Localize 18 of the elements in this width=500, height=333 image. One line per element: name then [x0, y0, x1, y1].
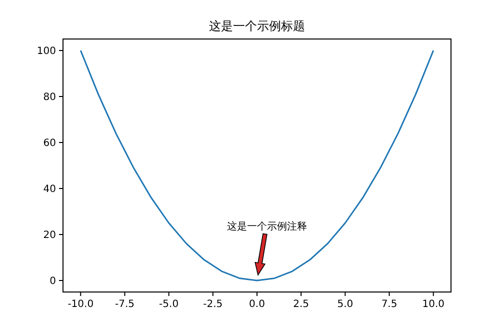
y-tick-label: 40 — [43, 184, 56, 195]
x-tick-label: -5.0 — [159, 299, 179, 310]
x-tick-label: 10.0 — [422, 299, 444, 310]
x-tick-label: 2.5 — [293, 299, 310, 310]
line-series — [80, 50, 434, 282]
x-tick-label: -7.5 — [114, 299, 134, 310]
y-tick-label: 0 — [50, 276, 56, 287]
y-tick-label: 80 — [43, 92, 56, 103]
x-tick-label: -2.5 — [203, 299, 223, 310]
y-tick-label: 60 — [43, 138, 56, 149]
x-tick-label: -10.0 — [68, 299, 94, 310]
x-tick-label: 7.5 — [381, 299, 398, 310]
x-tick-label: 0.0 — [249, 299, 265, 310]
chart-title: 这是一个示例标题 — [209, 19, 305, 33]
y-tick-label: 100 — [36, 46, 56, 57]
x-tick-label: 5.0 — [337, 299, 354, 310]
annotation: 这是一个示例注释 — [227, 220, 307, 232]
y-tick-label: 20 — [43, 230, 56, 241]
